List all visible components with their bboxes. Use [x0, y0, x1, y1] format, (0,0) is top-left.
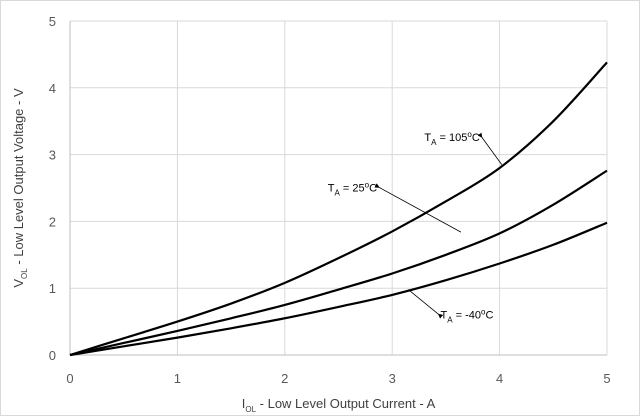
- x-tick-label: 2: [281, 371, 288, 386]
- y-tick-label: 5: [49, 14, 56, 29]
- y-axis-title: VOL - Low Level Output Voltage - V: [11, 88, 29, 288]
- series-lines: [69, 61, 608, 357]
- axes: [69, 21, 607, 356]
- y-tick-label: 4: [49, 81, 56, 96]
- y-tick-label: 0: [49, 348, 56, 363]
- annotation-arrow-2: [374, 183, 462, 233]
- y-tick-label: 1: [49, 281, 56, 296]
- x-tick-label: 0: [66, 371, 73, 386]
- x-tick-label: 3: [389, 371, 396, 386]
- annotation-arrow-1: [477, 132, 503, 165]
- x-tick-label: 4: [496, 371, 503, 386]
- x-tick-label: 1: [174, 371, 181, 386]
- series-line-3: [69, 221, 608, 357]
- x-tick-labels: 0 1 2 3 4 5: [66, 371, 610, 386]
- annotation-arrow-3: [408, 289, 444, 319]
- series-annotations: TA = 105oC TA = 25oC TA = -40oC: [328, 130, 503, 324]
- series-annotation-3: TA = -40oC: [441, 307, 494, 324]
- y-tick-label: 2: [49, 214, 56, 229]
- x-axis-title: IOL - Low Level Output Current - A: [242, 396, 436, 414]
- series-annotation-2: TA = 25oC: [328, 180, 377, 197]
- x-tick-label: 5: [603, 371, 610, 386]
- y-tick-labels: 0 1 2 3 4 5: [49, 14, 56, 363]
- grid-lines: [70, 20, 608, 355]
- y-tick-label: 3: [49, 148, 56, 163]
- series-annotation-1: TA = 105oC: [424, 130, 479, 147]
- series-line-1: [69, 61, 608, 357]
- series-line-2: [69, 169, 608, 357]
